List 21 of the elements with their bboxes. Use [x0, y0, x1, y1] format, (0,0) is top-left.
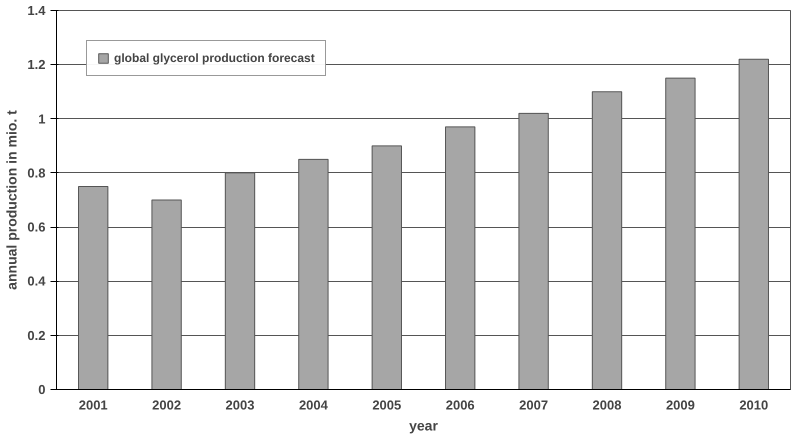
y-tick-label: 0.4	[27, 274, 46, 289]
y-tick-label: 0.8	[27, 165, 46, 180]
x-tick-label: 2003	[226, 398, 254, 412]
y-tick-label: 0.2	[27, 328, 46, 343]
x-tick-label: 2010	[739, 398, 768, 412]
y-tick-label: 0	[38, 382, 46, 397]
y-tick-label: 1.2	[27, 57, 46, 72]
x-tick-label: 2009	[666, 398, 695, 412]
x-tick-label: 2004	[298, 398, 329, 412]
y-tick-label: 0.6	[27, 220, 46, 235]
y-tick-label: 1	[38, 111, 46, 126]
x-tick-label: 2007	[519, 398, 548, 412]
x-tick-label: 2008	[592, 398, 622, 412]
legend-label: global glycerol production forecast	[114, 51, 315, 65]
y-axis-title: annual production in mio. t	[3, 110, 20, 290]
x-tick-label: 2002	[152, 398, 182, 412]
x-tick-label: 2005	[372, 398, 402, 412]
x-tick-label: 2001	[78, 398, 108, 412]
x-tick-label: 2006	[446, 398, 475, 412]
y-tick-label: 1.4	[27, 3, 46, 18]
x-axis-title: year	[409, 418, 438, 434]
